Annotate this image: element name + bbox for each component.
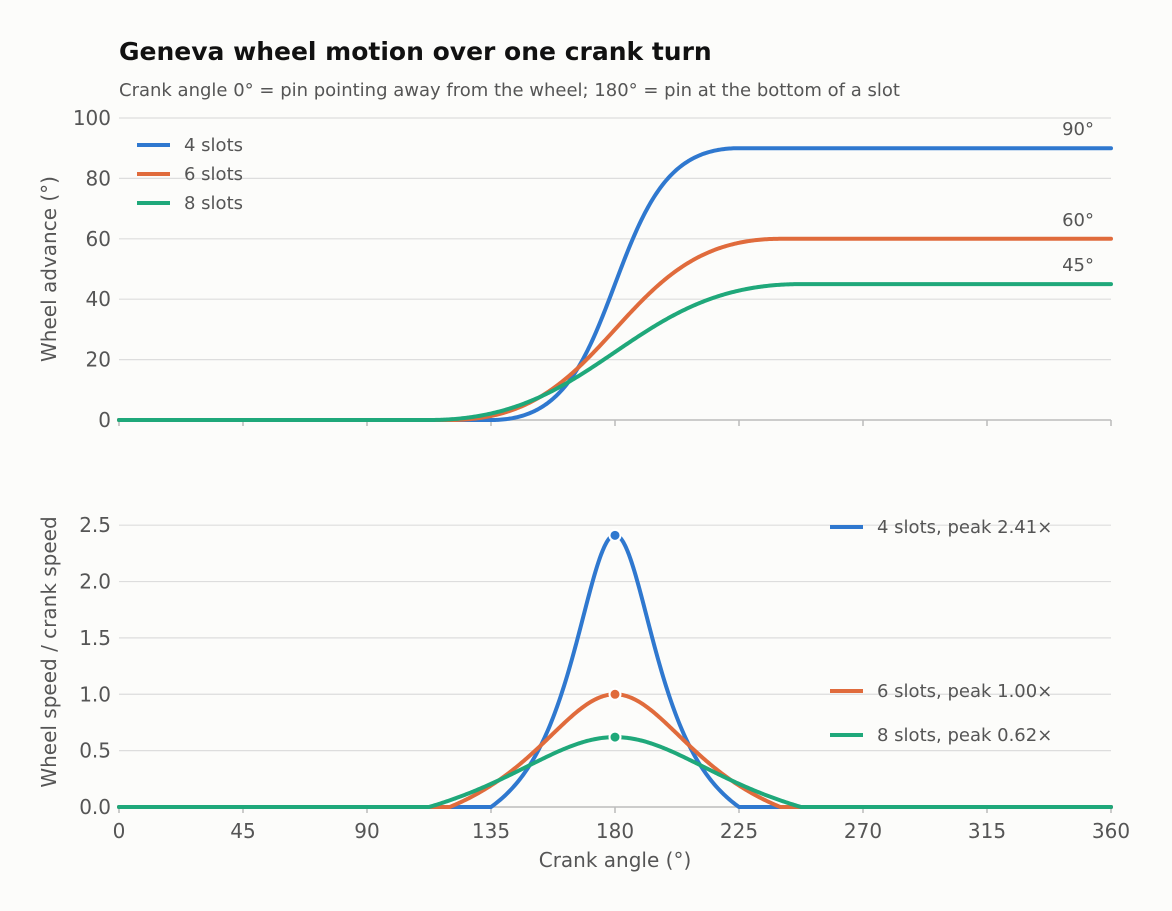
bottom-y-axis-label: Wheel speed / crank speed xyxy=(37,516,61,787)
peak-legend-entry-6-slots: 6 slots, peak 1.00× xyxy=(830,681,1052,702)
legend-label: 6 slots xyxy=(184,164,243,185)
bottom-y-tick-label: 2.0 xyxy=(79,570,111,594)
bottom-x-tick-label: 225 xyxy=(720,819,758,843)
chart-title: Geneva wheel motion over one crank turn xyxy=(119,37,712,66)
legend-entry-6-slots: 6 slots xyxy=(137,164,243,185)
top-y-tick-label: 20 xyxy=(86,348,111,372)
top-y-tick-label: 0 xyxy=(98,408,111,432)
bottom-x-tick-label: 315 xyxy=(968,819,1006,843)
bottom-y-tick-label: 1.5 xyxy=(79,626,111,650)
top-y-axis-label: Wheel advance (°) xyxy=(37,176,61,362)
end-value-label: 90° xyxy=(1062,119,1094,140)
end-value-label: 60° xyxy=(1062,210,1094,231)
peak-marker-8-slots xyxy=(608,730,622,744)
top-series-line-8-slots xyxy=(117,282,1113,422)
peak-marker-6-slots xyxy=(608,687,622,701)
bottom-x-tick-label: 180 xyxy=(596,819,634,843)
top-y-tick-label: 100 xyxy=(73,106,111,130)
position-panel: 0 20 40 60 80 100 Wheel advance (°) 4 slots 6 sl… xyxy=(37,106,1113,432)
legend-label: 4 slots, peak 2.41× xyxy=(877,517,1052,538)
peak-legend-entry-8-slots: 8 slots, peak 0.62× xyxy=(830,725,1052,746)
end-value-label: 45° xyxy=(1062,255,1094,276)
bottom-y-tick-label: 0.0 xyxy=(79,795,111,819)
bottom-x-tick-label: 90 xyxy=(354,819,379,843)
x-axis-label: Crank angle (°) xyxy=(539,848,692,872)
legend-entry-8-slots: 8 slots xyxy=(137,193,243,214)
bottom-y-tick-label: 1.0 xyxy=(79,682,111,706)
top-y-tick-label: 60 xyxy=(86,227,111,251)
top-y-tick-label: 80 xyxy=(86,166,111,190)
peak-legend-entry-4-slots: 4 slots, peak 2.41× xyxy=(830,517,1052,538)
bottom-series-line-8-slots xyxy=(117,735,1113,809)
bottom-x-tick-label: 360 xyxy=(1092,819,1130,843)
bottom-x-tick-label: 45 xyxy=(230,819,255,843)
top-series-line-6-slots xyxy=(117,236,1113,422)
bottom-y-tick-label: 2.5 xyxy=(79,513,111,537)
speed-panel: 0.0 0.5 1.0 1.5 2.0 2.5 0 45 90 135 180 225 270 315 36… xyxy=(37,513,1130,872)
bottom-y-tick-label: 0.5 xyxy=(79,739,111,763)
chart-subtitle: Crank angle 0° = pin pointing away from … xyxy=(119,80,900,101)
bottom-series-line-4-slots xyxy=(117,532,1113,809)
legend-label: 4 slots xyxy=(184,135,243,156)
peak-marker-4-slots xyxy=(608,528,622,542)
legend-label: 6 slots, peak 1.00× xyxy=(877,681,1052,702)
top-y-tick-label: 40 xyxy=(86,287,111,311)
bottom-x-tick-label: 0 xyxy=(113,819,126,843)
legend-entry-4-slots: 4 slots xyxy=(137,135,243,156)
legend-label: 8 slots, peak 0.62× xyxy=(877,725,1052,746)
bottom-x-tick-label: 135 xyxy=(472,819,510,843)
bottom-x-tick-label: 270 xyxy=(844,819,882,843)
legend-label: 8 slots xyxy=(184,193,243,214)
